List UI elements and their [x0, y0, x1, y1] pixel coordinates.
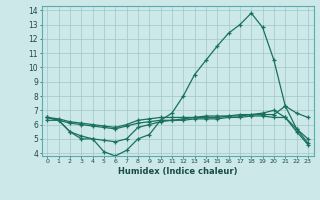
X-axis label: Humidex (Indice chaleur): Humidex (Indice chaleur) — [118, 167, 237, 176]
